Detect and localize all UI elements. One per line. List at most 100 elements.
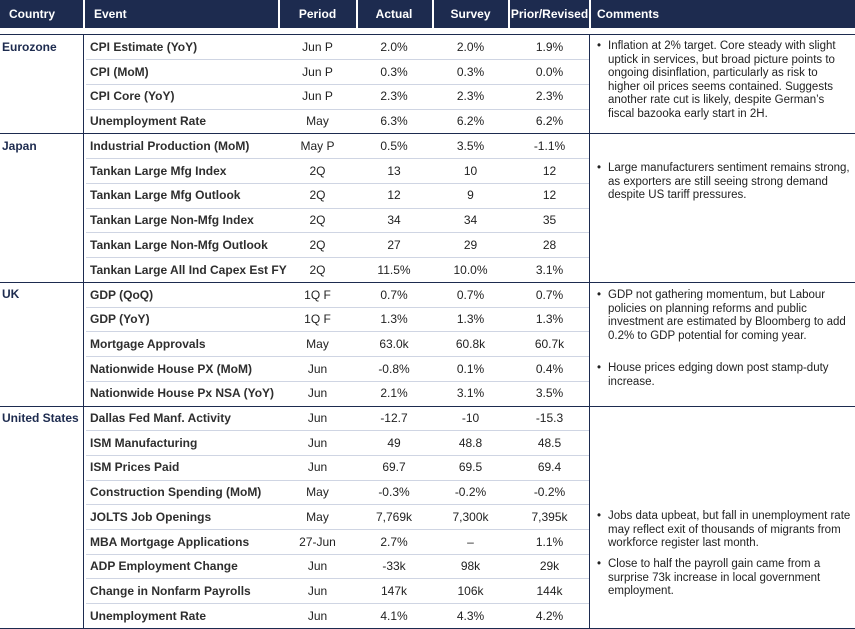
cell-prior: 1.9% bbox=[535, 40, 564, 54]
column-divider bbox=[589, 133, 590, 282]
event-name: Construction Spending (MoM) bbox=[90, 485, 262, 500]
cell-survey: 3.5% bbox=[456, 139, 485, 153]
cell-survey: 2.0% bbox=[456, 40, 485, 54]
comment-text: GDP not gathering momentum, but Labour p… bbox=[608, 289, 846, 342]
cell-survey: – bbox=[467, 534, 474, 549]
event-name: Nationwide House Px NSA (YoY) bbox=[90, 386, 275, 401]
row-divider bbox=[86, 529, 589, 530]
event-name: MBA Mortgage Applications bbox=[90, 534, 250, 549]
cell-survey: 98k bbox=[460, 559, 481, 574]
event-name: ISM Manufacturing bbox=[90, 435, 198, 450]
cell-actual: 0.5% bbox=[380, 139, 408, 153]
cell-actual: 27 bbox=[387, 237, 401, 252]
cell-survey: 0.1% bbox=[456, 361, 485, 376]
cell-prior: 3.1% bbox=[535, 262, 564, 277]
event-name: Tankan Large Mfg Outlook bbox=[90, 188, 241, 203]
country-label: Japan bbox=[2, 138, 37, 153]
cell-survey: 3.1% bbox=[456, 386, 485, 401]
cell-survey: -0.2% bbox=[454, 485, 487, 500]
row-divider bbox=[86, 83, 589, 85]
row-divider bbox=[86, 108, 589, 110]
cell-period: Jun bbox=[307, 583, 328, 598]
cell-period: Jun P bbox=[302, 89, 333, 104]
cell-survey: 10 bbox=[463, 163, 478, 178]
cell-actual: 0.3% bbox=[380, 64, 408, 79]
country-label: United States bbox=[2, 410, 79, 425]
cell-actual: 6.3% bbox=[380, 114, 408, 129]
event-name: CPI Core (YoY) bbox=[90, 89, 175, 104]
row-divider bbox=[86, 331, 589, 333]
event-name: ADP Employment Change bbox=[90, 559, 238, 574]
group-divider bbox=[0, 281, 855, 283]
header-divider bbox=[508, 0, 510, 28]
event-name: Dallas Fed Manf. Activity bbox=[90, 411, 231, 425]
cell-period: May P bbox=[300, 139, 335, 153]
cell-period: Jun bbox=[307, 361, 328, 376]
header-divider bbox=[432, 0, 434, 28]
group-divider bbox=[0, 133, 855, 135]
cell-actual: -0.8% bbox=[378, 361, 410, 376]
cell-survey: 29 bbox=[463, 237, 478, 252]
cell-period: May bbox=[306, 336, 329, 351]
row-divider bbox=[86, 380, 589, 382]
cell-period: May bbox=[306, 509, 329, 524]
cell-period: Jun bbox=[307, 411, 328, 425]
cell-survey: 60.8k bbox=[455, 336, 486, 351]
cell-prior: 144k bbox=[536, 583, 563, 598]
cell-survey: 48.8 bbox=[458, 435, 483, 450]
event-name: Nationwide House PX (MoM) bbox=[90, 361, 252, 376]
cell-prior: 29k bbox=[539, 559, 560, 574]
header-period: Period bbox=[298, 7, 337, 21]
row-divider bbox=[86, 479, 589, 481]
cell-survey: 0.3% bbox=[456, 64, 485, 79]
cell-survey: 4.3% bbox=[456, 608, 485, 623]
cell-period: 2Q bbox=[309, 188, 326, 203]
column-divider bbox=[83, 282, 84, 406]
comment-bullet: • Inflation at 2% target. Core steady wit… bbox=[597, 40, 852, 122]
comment-bullet: • Jobs data upbeat, but fall in unemploym… bbox=[597, 510, 852, 551]
header-divider bbox=[83, 0, 85, 28]
cell-prior: -0.2% bbox=[533, 485, 566, 500]
cell-prior: 6.2% bbox=[535, 114, 564, 129]
bullet-icon: • bbox=[597, 558, 602, 570]
cell-prior: 35 bbox=[542, 213, 557, 228]
cell-survey: 1.3% bbox=[456, 312, 485, 327]
comment-bullet: • GDP not gathering momentum, but Labour … bbox=[597, 289, 852, 343]
row-divider bbox=[86, 232, 589, 234]
cell-period: Jun bbox=[307, 386, 328, 401]
cell-prior: 60.7k bbox=[534, 336, 565, 351]
cell-actual: 2.0% bbox=[380, 40, 408, 54]
header-actual: Actual bbox=[375, 7, 413, 21]
cell-actual: -0.3% bbox=[378, 485, 410, 500]
row-divider bbox=[86, 207, 589, 209]
event-name: Tankan Large All Ind Capex Est FY bbox=[90, 262, 287, 277]
row-divider bbox=[86, 158, 589, 160]
comment-text: Close to half the payroll gain came from… bbox=[608, 558, 821, 598]
event-name: JOLTS Job Openings bbox=[90, 509, 212, 524]
bullet-icon: • bbox=[597, 289, 602, 301]
column-divider bbox=[589, 34, 590, 134]
cell-period: 27-Jun bbox=[299, 534, 336, 549]
comment-bullet: • House prices edging down post stamp-dut… bbox=[597, 362, 852, 389]
row-divider bbox=[86, 553, 589, 555]
cell-survey: 0.7% bbox=[456, 287, 485, 302]
column-divider bbox=[589, 405, 590, 628]
cell-period: Jun bbox=[307, 559, 328, 574]
row-divider bbox=[86, 356, 589, 358]
cell-period: Jun bbox=[307, 435, 328, 450]
cell-actual: 63.0k bbox=[379, 336, 409, 351]
header-event: Event bbox=[94, 7, 127, 21]
event-name: GDP (QoQ) bbox=[90, 287, 154, 302]
event-name: Unemployment Rate bbox=[90, 608, 207, 623]
row-divider bbox=[86, 504, 589, 506]
row-divider bbox=[86, 257, 589, 258]
cell-period: 2Q bbox=[309, 262, 326, 277]
cell-prior: 4.2% bbox=[535, 608, 564, 623]
cell-actual: 2.7% bbox=[380, 534, 408, 549]
cell-survey: 10.0% bbox=[453, 262, 488, 277]
group-divider bbox=[0, 405, 855, 407]
country-label: Eurozone bbox=[2, 39, 57, 54]
cell-period: 2Q bbox=[309, 237, 326, 252]
cell-survey: -10 bbox=[461, 411, 480, 425]
row-divider bbox=[86, 430, 589, 432]
